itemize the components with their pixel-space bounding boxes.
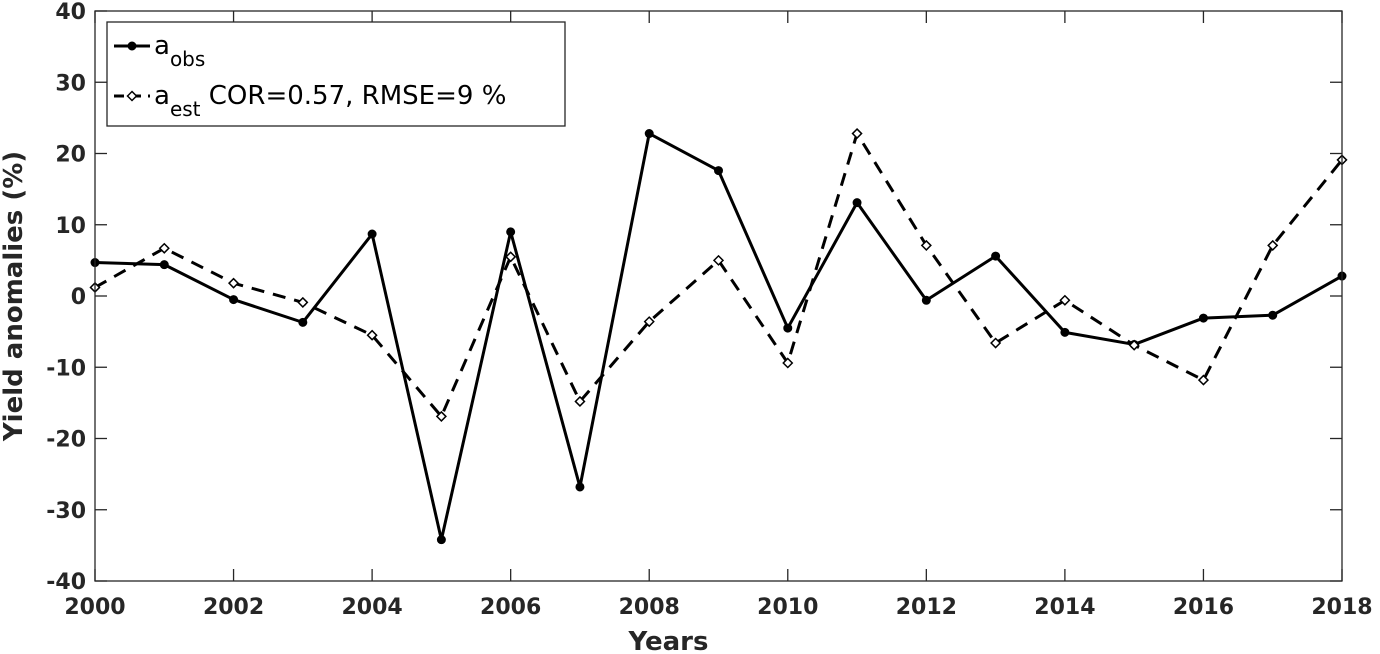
series-est (89, 127, 1348, 422)
y-tick-label: -20 (46, 428, 86, 453)
data-point-est (782, 357, 794, 369)
data-point-obs (714, 166, 723, 176)
y-axis-title: Yield anomalies (%) (0, 151, 29, 442)
x-axis-title: Years (628, 627, 709, 654)
data-point-obs (229, 295, 239, 305)
legend-box (106, 21, 566, 127)
plot-frame (94, 10, 1343, 582)
data-point-est (851, 127, 863, 140)
data-point-est (366, 329, 378, 341)
data-point-obs (506, 227, 516, 237)
data-point-obs (367, 229, 377, 239)
data-point-obs (298, 317, 308, 327)
data-point-est (1197, 374, 1210, 386)
tick-labels: 2000 2002 2004 2006 2008 2010 2012 2014 2016 2018… (46, 0, 1372, 620)
data-point-obs (436, 535, 446, 545)
legend-label-est: aest COR=0.57, RMSE=9 % (154, 81, 506, 121)
data-point-obs (783, 323, 793, 333)
data-point-est (297, 296, 309, 308)
series-line-obs (94, 132, 1343, 542)
x-tick-label: 2002 (203, 595, 264, 620)
x-tick-label: 2000 (64, 595, 125, 620)
data-point-est (505, 251, 517, 263)
x-tick-label: 2014 (1034, 595, 1095, 620)
y-tick-label: -40 (46, 570, 86, 595)
data-point-obs (852, 198, 862, 208)
legend: aobs aest COR=0.57, RMSE=9 % (106, 21, 566, 127)
legend-marker-obs (127, 41, 137, 51)
data-point-est (712, 254, 725, 266)
x-tick-label: 2006 (480, 595, 541, 620)
data-point-obs (644, 129, 654, 139)
y-tick-label: 0 (71, 285, 86, 310)
data-point-est (158, 242, 170, 254)
data-point-est (643, 316, 655, 328)
data-point-obs (1268, 310, 1278, 320)
series-line-est (94, 132, 1344, 418)
data-point-est (990, 337, 1002, 349)
series-layer (89, 127, 1348, 545)
data-point-obs (1060, 327, 1070, 337)
x-tick-label: 2016 (1173, 595, 1234, 620)
legend-entry-obs: aobs (114, 31, 205, 71)
y-tick-label: 20 (55, 143, 86, 168)
data-point-est (920, 239, 932, 251)
data-point-obs (575, 482, 585, 492)
data-point-obs (1198, 313, 1208, 323)
y-tick-label: -10 (46, 356, 86, 381)
data-point-est (1059, 294, 1071, 306)
data-point-obs (921, 295, 931, 305)
y-tick-label: 30 (55, 71, 86, 96)
x-tick-label: 2004 (341, 595, 402, 620)
x-tick-label: 2018 (1311, 595, 1372, 620)
legend-entry-est: aest COR=0.57, RMSE=9 % (114, 81, 506, 121)
x-tick-label: 2012 (896, 595, 957, 620)
legend-label-obs: aobs (154, 31, 205, 71)
data-point-est (1128, 339, 1140, 351)
data-point-est (574, 395, 586, 408)
data-point-est (435, 410, 447, 422)
series-obs (90, 129, 1347, 545)
y-tick-label: 10 (55, 214, 86, 239)
y-tick-label: -30 (46, 499, 86, 524)
x-tick-label: 2010 (757, 595, 818, 620)
data-point-est (1267, 239, 1279, 251)
x-tick-label: 2008 (619, 595, 680, 620)
y-tick-label: 40 (55, 0, 86, 25)
data-point-obs (991, 251, 1001, 261)
data-point-est (227, 277, 240, 289)
data-point-obs (159, 260, 169, 270)
legend-marker-est (126, 90, 138, 102)
